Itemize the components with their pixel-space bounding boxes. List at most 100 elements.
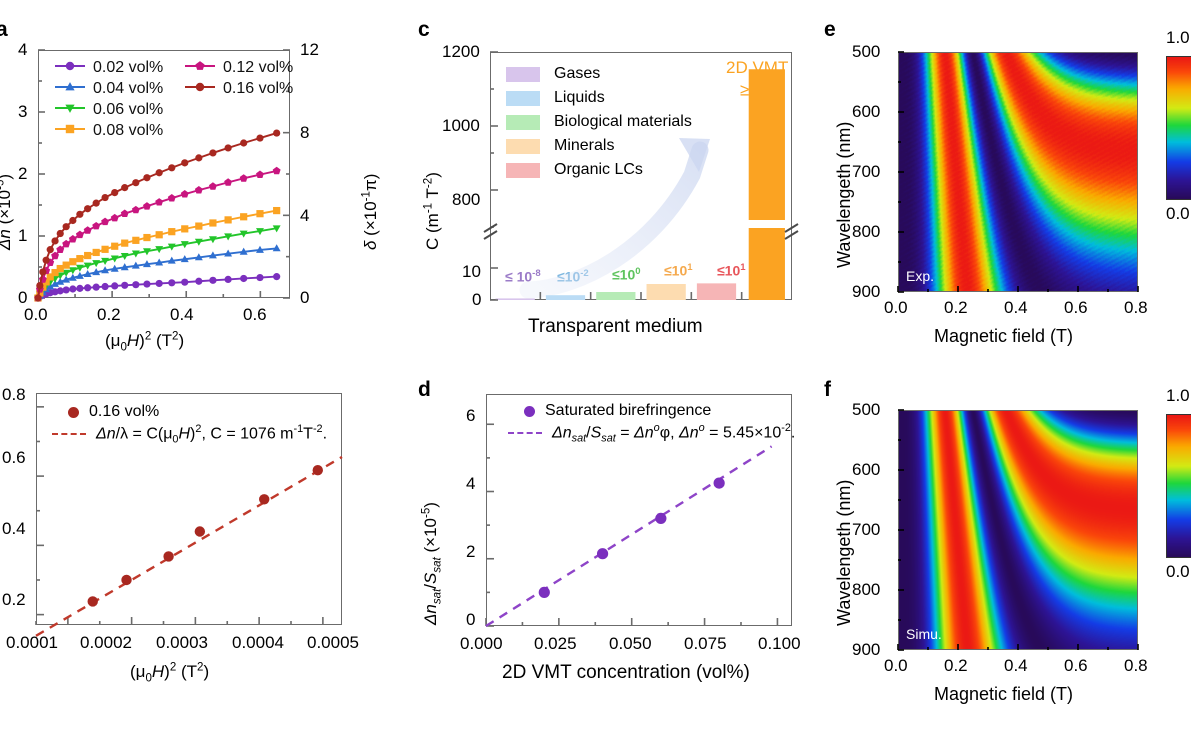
panel-e-heatmap [899, 53, 1138, 292]
panel-b-ytick-0.4: 0.4 [2, 519, 26, 539]
panel-c-ytick-10: 10 [462, 262, 481, 282]
panel-a: a Δn (×10-5) δ (×10-1π) 4 3 2 1 0 12 8 4… [0, 0, 400, 370]
panel-c-ytick-800: 800 [452, 190, 480, 210]
panel-d-xtick-2: 0.050 [609, 634, 652, 654]
panel-a-ytick-1: 1 [18, 226, 27, 246]
panel-d: d Δnsat/Ssat (×10-5) 6 4 2 0 0.000 0.025… [400, 370, 810, 733]
panel-a-ytick-4: 4 [18, 40, 27, 60]
panel-d-ytick-2: 2 [466, 542, 475, 562]
panel-d-legend: Saturated birefringence Δnsat/Ssat = Δno… [508, 400, 795, 444]
panel-d-xtick-1: 0.025 [534, 634, 577, 654]
legend-label-gases: Gases [554, 65, 600, 83]
panel-f-xlabel: Magnetic field (T) [934, 684, 1073, 705]
panel-f-xtick-4: 0.8 [1124, 656, 1148, 676]
panel-c-ytick-1200: 1200 [442, 42, 480, 62]
panel-f-ytick-500: 500 [852, 400, 880, 420]
bar-label-minerals: ≤101 [664, 262, 693, 279]
panel-a-xtick-3: 0.6 [243, 305, 267, 325]
panel-d-xtick-3: 0.075 [684, 634, 727, 654]
legend-label-biological-materials: Biological materials [554, 113, 692, 131]
panel-a-label: a [0, 18, 8, 42]
panel-d-ytick-0: 0 [466, 610, 475, 630]
panel-c: c C (m-1 T-2) 1200 1000 800 10 0 Transpa… [400, 0, 810, 370]
panel-e-ylabel: Wavelengeth (nm) [834, 122, 855, 268]
panel-e-ytick-600: 600 [852, 102, 880, 122]
legend-swatch-minerals [506, 139, 540, 154]
panel-e-xtick-1: 0.2 [944, 298, 968, 318]
panel-f-inset-label: Simu. [906, 626, 942, 642]
panel-f: f Wavelengeth (nm) Simu. 500 600 700 800… [810, 370, 1191, 733]
panel-a-ylabel: Δn (×10-5) [0, 174, 15, 250]
panel-e-ytick-900: 900 [852, 282, 880, 302]
panel-f-label: f [824, 378, 831, 402]
panel-b-xtick-3: 0.0004 [232, 633, 284, 653]
panel-b-xtick-1: 0.0002 [80, 633, 132, 653]
bar-label-biological-materials: ≤100 [612, 266, 641, 283]
panel-a-xlabel: (μ0H)2 (T2) [105, 330, 184, 353]
panel-a-ylabel-right: δ (×10-1π) [360, 174, 381, 250]
legend-swatch-biological-materials [506, 115, 540, 130]
panel-f-ylabel: Wavelengeth (nm) [834, 480, 855, 626]
panel-a-xtick-0: 0.0 [24, 305, 48, 325]
panel-b-legend-marker [68, 407, 79, 418]
panel-f-colorbar [1166, 414, 1191, 558]
panel-e-plot-frame [898, 52, 1138, 292]
legend-label-organic-lcs: Organic LCs [554, 161, 643, 179]
panel-e-ytick-800: 800 [852, 222, 880, 242]
panel-d-ytick-6: 6 [466, 406, 475, 426]
panel-a-xtick-2: 0.4 [170, 305, 194, 325]
panel-c-highlight-value: ≥ 103 [740, 80, 779, 101]
panel-f-ytick-800: 800 [852, 580, 880, 600]
panel-e-colorbar-min: 0.0 [1166, 204, 1190, 224]
panel-e-colorbar-max: 1.0 [1166, 28, 1190, 48]
panel-f-ytick-700: 700 [852, 520, 880, 540]
panel-b-legend-label: 0.16 vol% [89, 403, 159, 421]
panel-e-xtick-0: 0.0 [884, 298, 908, 318]
panel-e-xlabel: Magnetic field (T) [934, 326, 1073, 347]
panel-d-ylabel: Δnsat/Ssat (×10-5) [420, 502, 443, 625]
panel-e-colorbar [1166, 56, 1191, 200]
panel-e-inset-label: Exp. [906, 268, 934, 284]
panel-d-legend-label: Saturated birefringence [545, 402, 711, 420]
panel-f-xtick-1: 0.2 [944, 656, 968, 676]
legend-swatch-liquids [506, 91, 540, 106]
panel-e-xtick-4: 0.8 [1124, 298, 1148, 318]
panel-f-xtick-3: 0.6 [1064, 656, 1088, 676]
panel-f-ytick-900: 900 [852, 640, 880, 660]
panel-d-ytick-4: 4 [466, 474, 475, 494]
legend-label-minerals: Minerals [554, 137, 614, 155]
panel-a-ytick-right-8: 8 [300, 123, 309, 143]
panel-a-ytick-right-4: 4 [300, 206, 309, 226]
panel-c-highlight-title: 2D VMT [726, 58, 788, 78]
panel-b-legend-dash [52, 433, 86, 435]
panel-f-xtick-2: 0.4 [1004, 656, 1028, 676]
panel-a-xtick-1: 0.2 [97, 305, 121, 325]
panel-e-ytick-700: 700 [852, 162, 880, 182]
panel-d-legend-marker [524, 406, 535, 417]
panel-f-plot-frame [898, 410, 1138, 650]
panel-d-xlabel: 2D VMT concentration (vol%) [502, 662, 750, 684]
panel-b-ytick-0.6: 0.6 [2, 448, 26, 468]
panel-c-ytick-1000: 1000 [442, 116, 480, 136]
panel-d-xtick-0: 0.000 [460, 634, 503, 654]
panel-d-legend-fit-label: Δnsat/Ssat = Δnoφ, Δno = 5.45×10-2. [552, 422, 795, 445]
panel-b-ytick-0.2: 0.2 [2, 590, 26, 610]
legend-label-liquids: Liquids [554, 89, 605, 107]
panel-e-label: e [824, 18, 836, 42]
panel-b-xlabel: (μ0H)2 (T2) [130, 661, 209, 684]
bar-label-organic-lcs: ≤101 [717, 262, 746, 279]
panel-b-xtick-0: 0.0001 [6, 633, 58, 653]
panel-a-ytick-right-0: 0 [300, 288, 309, 308]
panel-e-xtick-3: 0.6 [1064, 298, 1088, 318]
panel-e-xtick-2: 0.4 [1004, 298, 1028, 318]
panel-c-label: c [418, 18, 430, 42]
panel-f-heatmap [899, 411, 1138, 650]
bar-label-gases: ≤ 10-8 [505, 268, 541, 285]
panel-f-colorbar-max: 1.0 [1166, 386, 1190, 406]
panel-d-xtick-4: 0.100 [758, 634, 801, 654]
legend-swatch-organic-lcs [506, 163, 540, 178]
panel-b-legend-fit-label: Δn/λ = C(μ0H)2, C = 1076 m-1T-2. [96, 423, 327, 446]
panel-d-label: d [418, 378, 431, 402]
panel-a-ytick-3: 3 [18, 102, 27, 122]
panel-a-plot-frame [38, 50, 290, 298]
